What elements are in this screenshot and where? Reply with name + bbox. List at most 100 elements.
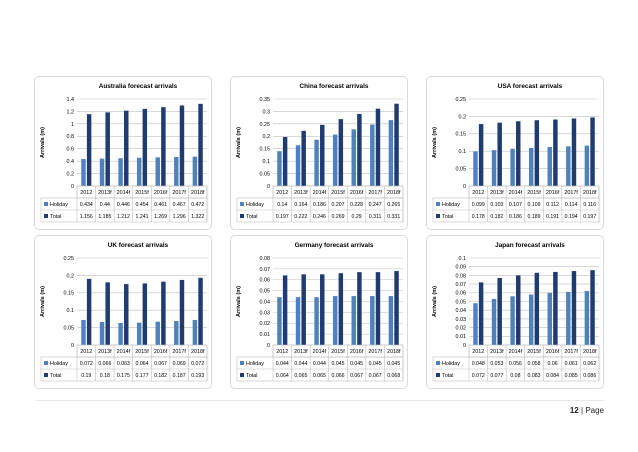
data-cell: 1.269 [154,214,167,220]
data-cell: 0.072 [80,361,93,367]
x-category-label: 2015f [135,349,149,355]
bar-total [179,279,185,345]
data-cell: 0.177 [136,373,149,379]
data-cell: 0.186 [313,202,326,208]
data-cell: 0.063 [117,361,130,367]
legend-key-total [436,214,440,218]
bar-total [124,110,129,186]
y-tick-label: 0.6 [67,147,75,153]
bar-total [478,282,484,345]
data-cell: 0.194 [565,214,578,220]
legend-key-total [436,373,440,377]
x-category-label: 2018f [387,190,401,196]
data-cell: 0.265 [387,202,400,208]
legend-key-holiday [240,361,244,365]
y-tick-label: 0.25 [260,122,271,128]
y-axis-label: Arrivals (m) [40,127,46,158]
y-tick-label: 0.1 [459,256,467,262]
bar-holiday [174,320,179,345]
data-cell: 0.084 [546,373,559,379]
data-cell: 0.067 [154,361,167,367]
x-category-label: 2016f [546,349,560,355]
data-cell: 0.045 [332,361,345,367]
bar-total [571,118,577,186]
data-cell: 0.072 [191,361,204,367]
bar-total [516,275,521,345]
data-cell: 0.072 [472,373,485,379]
bar-total [179,105,185,186]
x-category-label: 2012 [276,190,288,196]
bar-holiday [99,322,105,345]
data-cell: 0.068 [387,373,400,379]
bar-total [590,117,595,186]
data-cell: 1.185 [98,214,111,220]
table-row-label: Holiday [246,202,264,208]
y-axis-label: Arrivals (m) [432,127,438,158]
data-cell: 0.103 [490,202,503,208]
data-cell: 0.061 [565,361,578,367]
y-tick-label: 0.1 [67,308,75,314]
bar-total [534,120,540,186]
bar-total [198,103,203,186]
bar-total [497,122,502,186]
x-category-label: 2014f [117,349,131,355]
bar-total [357,113,362,186]
y-tick-label: 0.03 [456,317,467,323]
data-cell: 0.058 [528,361,541,367]
x-category-label: 2013f [98,190,112,196]
x-category-label: 2012 [80,190,92,196]
bar-total [590,270,595,345]
x-category-label: 2018f [583,190,597,196]
data-cell: 0.114 [565,202,578,208]
y-tick-label: 0.8 [67,134,75,140]
page-footer: 12 | Page [0,400,638,430]
bar-holiday [528,294,534,345]
y-tick-label: 0.07 [456,282,467,288]
y-tick-label: 0.08 [456,273,467,279]
data-cell: 0.311 [369,214,382,220]
bar-total [320,124,325,186]
x-category-label: 2013f [98,349,112,355]
x-category-label: 2012 [276,349,288,355]
data-cell: 0.077 [490,373,503,379]
bar-holiday [314,297,319,345]
data-cell: 0.045 [369,361,382,367]
legend-key-holiday [44,361,48,365]
bar-total [161,281,166,345]
data-cell: 0.062 [583,361,596,367]
data-cell: 0.19 [81,373,91,379]
bar-total [357,272,362,345]
y-axis-label: Arrivals (m) [236,127,242,158]
chart-title: USA forecast arrivals [498,83,563,90]
bar-total [375,272,381,345]
x-category-label: 2013f [294,349,308,355]
data-cell: 0.107 [509,202,522,208]
bar-total [301,130,306,186]
y-tick-label: 0.04 [456,308,467,314]
x-category-label: 2015f [527,349,541,355]
y-axis-label: Arrivals (m) [40,286,46,317]
bar-total [282,137,288,186]
bar-total [142,108,148,186]
chart-panel-australia: Australia forecast arrivals Arrivals (m) 0… [34,76,212,230]
legend-key-holiday [436,202,440,206]
bar-holiday [510,148,515,186]
x-category-label: 2015f [135,190,149,196]
bar-holiday [155,321,160,345]
bar-holiday [136,322,142,345]
chart-title: China forecast arrivals [300,83,369,90]
y-tick-label: 0.25 [64,256,75,262]
x-category-label: 2014f [313,190,327,196]
x-category-label: 2012 [472,349,484,355]
data-cell: 0.434 [80,202,93,208]
x-category-label: 2014f [117,190,131,196]
data-cell: 0.065 [294,373,307,379]
y-tick-label: 0.02 [456,326,467,332]
y-tick-label: 0.3 [263,109,271,115]
table-row-label: Total [246,214,257,220]
bar-holiday [332,296,338,345]
data-cell: 0.044 [276,361,289,367]
data-cell: 0.086 [583,373,596,379]
data-cell: 0.191 [546,214,559,220]
y-tick-label: 0 [463,184,466,190]
